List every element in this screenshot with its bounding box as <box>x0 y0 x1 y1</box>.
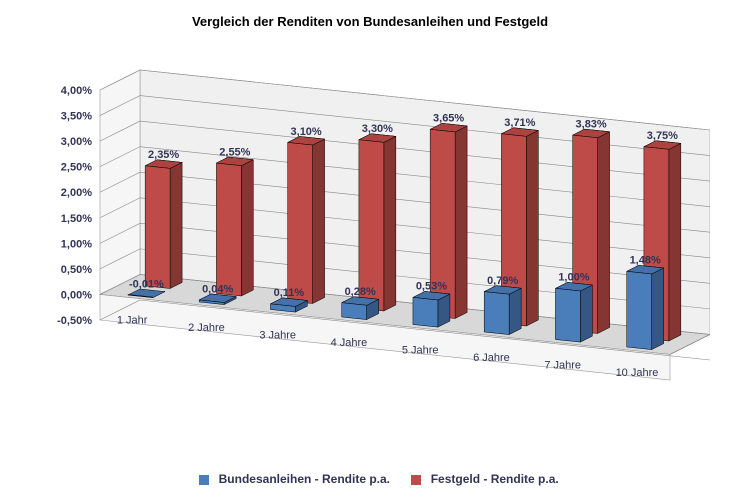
svg-text:7 Jahre: 7 Jahre <box>544 359 581 371</box>
svg-text:0,04%: 0,04% <box>202 283 233 295</box>
svg-text:3,50%: 3,50% <box>61 111 92 123</box>
legend: Bundesanleihen - Rendite p.a. Festgeld -… <box>0 472 740 486</box>
svg-text:6 Jahre: 6 Jahre <box>473 352 510 364</box>
svg-text:1,50%: 1,50% <box>61 213 92 225</box>
svg-text:3,75%: 3,75% <box>647 130 678 142</box>
svg-text:0,79%: 0,79% <box>487 275 518 287</box>
legend-swatch-series-0 <box>199 475 209 485</box>
svg-text:10 Jahre: 10 Jahre <box>616 367 659 379</box>
svg-text:0,53%: 0,53% <box>416 281 447 293</box>
svg-text:3,83%: 3,83% <box>576 118 607 130</box>
svg-text:3,71%: 3,71% <box>504 117 535 129</box>
svg-text:3 Jahre: 3 Jahre <box>259 329 296 341</box>
svg-text:3,30%: 3,30% <box>362 123 393 135</box>
svg-text:2 Jahre: 2 Jahre <box>188 322 225 334</box>
svg-text:5 Jahre: 5 Jahre <box>402 344 439 356</box>
svg-text:1,00%: 1,00% <box>558 272 589 284</box>
legend-label-series-1: Festgeld - Rendite p.a. <box>431 472 559 486</box>
chart-area: -0,50% 0,00% 0,50% 1,00% 1,50% 2,00% 2,50% 3,00… <box>30 50 710 410</box>
svg-text:1,48%: 1,48% <box>630 255 661 267</box>
svg-text:0,28%: 0,28% <box>345 286 376 298</box>
svg-text:2,55%: 2,55% <box>219 146 250 158</box>
legend-swatch-series-1 <box>411 475 421 485</box>
svg-text:0,11%: 0,11% <box>274 287 305 299</box>
svg-text:4 Jahre: 4 Jahre <box>331 337 368 349</box>
svg-text:1 Jahr: 1 Jahr <box>117 314 148 326</box>
svg-text:0,50%: 0,50% <box>61 264 92 276</box>
chart-svg: -0,50% 0,00% 0,50% 1,00% 1,50% 2,00% 2,50% 3,00… <box>30 50 710 410</box>
chart-title: Vergleich der Renditen von Bundesanleihe… <box>0 0 740 29</box>
svg-text:2,35%: 2,35% <box>148 149 179 161</box>
svg-text:2,00%: 2,00% <box>61 187 92 199</box>
svg-text:2,50%: 2,50% <box>61 162 92 174</box>
svg-text:4,00%: 4,00% <box>61 85 92 97</box>
svg-text:-0,50%: -0,50% <box>57 315 92 327</box>
legend-label-series-0: Bundesanleihen - Rendite p.a. <box>219 472 390 486</box>
svg-text:3,00%: 3,00% <box>61 136 92 148</box>
svg-text:0,00%: 0,00% <box>61 289 92 301</box>
svg-text:3,65%: 3,65% <box>433 113 464 125</box>
svg-text:3,10%: 3,10% <box>291 126 322 138</box>
svg-text:-0,01%: -0,01% <box>129 278 164 290</box>
svg-text:1,00%: 1,00% <box>61 238 92 250</box>
